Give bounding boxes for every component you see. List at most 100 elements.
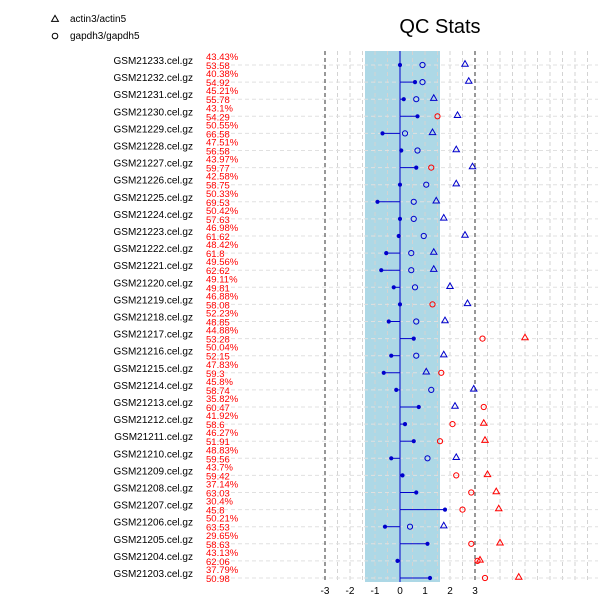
gapdh-ratio-point: [453, 472, 460, 479]
percent-present-label: 42.58%: [206, 172, 239, 183]
scale-factor-point: [425, 541, 430, 546]
gapdh-ratio-point: [419, 79, 426, 86]
percent-present-label: 41.92%: [206, 411, 239, 422]
scale-factor-point: [379, 268, 384, 273]
background-label: 55.78: [206, 95, 230, 106]
percent-present-label: 46.98%: [206, 223, 239, 234]
x-tick-label: 2: [447, 586, 453, 597]
gapdh-ratio-point: [411, 284, 419, 291]
percent-present-label: 50.04%: [206, 343, 239, 354]
background-label: 54.29: [206, 112, 230, 123]
gapdh-ratio-point: [423, 181, 430, 188]
x-tick-label: -3: [321, 586, 330, 597]
gapdh-ratio-point: [408, 267, 415, 274]
scale-factor-point: [411, 336, 416, 341]
background-label: 54.92: [206, 78, 230, 89]
percent-present-label: 47.83%: [206, 360, 239, 371]
actin-ratio-point: [439, 521, 448, 529]
gapdh-ratio-point: [438, 369, 445, 376]
scale-factor-point: [394, 387, 399, 392]
actin-ratio-point: [429, 264, 438, 272]
percent-present-label: 48.83%: [206, 445, 239, 456]
actin-ratio-point: [494, 504, 503, 512]
percent-present-label: 45.21%: [206, 86, 239, 97]
actin-ratio-point: [468, 162, 477, 170]
sample-name-label: GSM21225.cel.gz: [114, 193, 194, 204]
actin-ratio-point: [429, 93, 438, 101]
gapdh-ratio-point: [434, 113, 441, 120]
sample-name-label: GSM21233.cel.gz: [114, 56, 194, 67]
background-label: 57.63: [206, 215, 230, 226]
percent-present-label: 46.27%: [206, 428, 239, 439]
percent-present-label: 50.33%: [206, 189, 239, 200]
scale-factor-point: [381, 370, 386, 375]
sample-name-label: GSM21220.cel.gz: [114, 278, 194, 289]
actin-ratio-point: [428, 127, 437, 136]
sample-name-label: GSM21207.cel.gz: [114, 501, 194, 512]
percent-present-label: 29.65%: [206, 531, 239, 542]
background-label: 59.42: [206, 471, 230, 482]
sample-name-label: GSM21206.cel.gz: [114, 518, 194, 529]
scale-factor-point: [415, 114, 420, 119]
scale-factor-point: [391, 285, 396, 290]
actin-ratio-point: [422, 367, 431, 375]
background-label: 59.3: [206, 369, 225, 380]
gapdh-ratio-point: [479, 335, 486, 342]
scale-factor-point: [397, 216, 403, 221]
x-tick-label: -1: [371, 586, 380, 597]
sample-name-label: GSM21210.cel.gz: [114, 449, 194, 460]
scale-factor-point: [414, 165, 419, 170]
gapdh-ratio-point: [413, 96, 420, 103]
actin-ratio-point: [439, 213, 448, 221]
background-label: 48.85: [206, 318, 230, 329]
scale-factor-point: [375, 199, 380, 204]
scale-factor-point: [395, 558, 400, 564]
gapdh-ratio-point: [436, 438, 444, 445]
sample-name-label: GSM21214.cel.gz: [114, 381, 194, 392]
percent-present-label: 43.1%: [206, 103, 233, 114]
background-label: 51.91: [206, 437, 230, 448]
actin-ratio-point: [445, 281, 455, 290]
actin-ratio-point: [452, 145, 461, 153]
gapdh-ratio-point: [413, 318, 420, 325]
percent-present-label: 43.13%: [206, 548, 239, 559]
percent-present-label: 50.55%: [206, 120, 239, 131]
actin-ratio-point: [460, 230, 470, 238]
scale-factor-point: [416, 404, 421, 410]
scale-factor-point: [402, 422, 408, 427]
scale-factor-point: [401, 97, 406, 102]
percent-present-label: 43.43%: [206, 52, 239, 63]
sample-name-label: GSM21217.cel.gz: [114, 330, 194, 341]
background-label: 63.03: [206, 489, 230, 500]
percent-present-label: 43.97%: [206, 155, 239, 166]
gapdh-ratio-point: [424, 455, 431, 462]
gapdh-ratio-point: [414, 147, 421, 154]
actin-ratio-point: [464, 76, 473, 84]
background-label: 58.08: [206, 300, 230, 311]
background-label: 58.6: [206, 420, 225, 431]
sample-name-label: GSM21222.cel.gz: [114, 244, 194, 255]
background-label: 60.47: [206, 403, 230, 414]
actin-ratio-point: [480, 435, 490, 443]
background-label: 52.15: [206, 352, 230, 363]
scale-factor-point: [384, 251, 389, 256]
sample-name-label: GSM21218.cel.gz: [114, 313, 194, 324]
sample-name-label: GSM21212.cel.gz: [114, 415, 194, 426]
sample-name-label: GSM21230.cel.gz: [114, 107, 194, 118]
scale-factor-point: [389, 456, 394, 461]
gapdh-ratio-point: [468, 489, 475, 496]
sample-name-label: GSM21223.cel.gz: [114, 227, 194, 238]
scale-factor-point: [397, 302, 403, 307]
background-label: 58.74: [206, 386, 230, 397]
x-tick-label: 0: [397, 586, 403, 597]
gapdh-ratio-point: [410, 198, 417, 205]
percent-present-label: 52.23%: [206, 309, 239, 320]
sample-name-label: GSM21204.cel.gz: [114, 552, 194, 563]
gapdh-ratio-point: [401, 130, 409, 137]
percent-present-label: 49.56%: [206, 257, 239, 268]
scale-factor-point: [397, 62, 403, 68]
actin-ratio-point: [452, 452, 461, 461]
percent-present-label: 44.88%: [206, 326, 239, 337]
sample-name-label: GSM21221.cel.gz: [114, 261, 194, 272]
